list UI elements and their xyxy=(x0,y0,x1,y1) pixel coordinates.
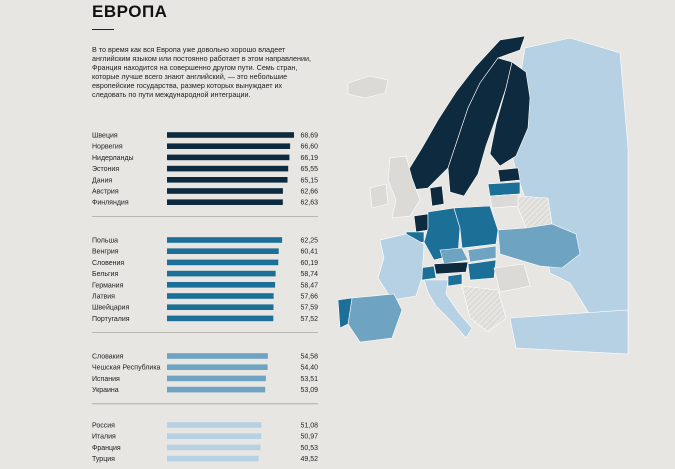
value-label: 68,69 xyxy=(300,133,318,140)
value-label: 65,55 xyxy=(300,166,318,173)
bar xyxy=(167,154,290,161)
category-label: Швейцария xyxy=(92,304,130,312)
category-label: Португалия xyxy=(92,316,130,323)
map-slovakia xyxy=(467,245,497,263)
map-latvia xyxy=(487,181,521,197)
map-romania xyxy=(493,263,531,293)
map-balkans xyxy=(461,285,507,333)
bar xyxy=(167,364,268,370)
map-spain xyxy=(347,293,403,343)
category-label: Франция xyxy=(92,445,121,452)
value-label: 66,19 xyxy=(300,155,318,162)
bar xyxy=(167,199,283,205)
category-label: Нидерланды xyxy=(92,155,134,162)
bar xyxy=(167,282,276,288)
map-uk xyxy=(387,155,421,219)
europe-map xyxy=(337,35,629,355)
page-title: ЕВРОПА xyxy=(92,2,168,21)
bar xyxy=(167,237,283,243)
map-denmark xyxy=(429,185,445,207)
value-label: 57,59 xyxy=(300,305,318,312)
map-italy xyxy=(423,279,473,339)
value-label: 58,74 xyxy=(300,271,318,278)
category-label: Украина xyxy=(92,387,119,394)
bar xyxy=(167,455,259,462)
map-netherlands xyxy=(413,213,429,233)
value-label: 49,52 xyxy=(300,456,318,463)
category-label: Бельгия xyxy=(92,271,118,278)
value-label: 51,08 xyxy=(300,423,318,430)
bar xyxy=(167,248,279,254)
category-label: Германия xyxy=(92,282,124,289)
value-label: 54,40 xyxy=(300,365,318,372)
map-turkey xyxy=(509,309,629,355)
value-label: 60,19 xyxy=(300,260,318,267)
value-label: 50,53 xyxy=(300,445,318,452)
value-label: 62,63 xyxy=(300,200,318,207)
bar xyxy=(167,177,288,183)
map-estonia xyxy=(497,167,521,183)
map-ukraine xyxy=(497,223,581,269)
category-label: Дания xyxy=(92,177,112,184)
map-portugal xyxy=(337,297,353,329)
category-label: Латвия xyxy=(92,294,115,301)
title-underline xyxy=(92,29,114,30)
bar xyxy=(167,188,283,194)
category-label: Италия xyxy=(92,434,116,441)
category-label: Швеция xyxy=(92,133,118,140)
map-norway xyxy=(405,35,526,191)
bar-chart: Швеция 68,69 Норвегия 66,60 Нидерланды 66,19 Э… xyxy=(92,132,318,463)
category-label: Россия xyxy=(92,423,115,430)
bar xyxy=(167,433,262,439)
map-austria xyxy=(433,261,469,275)
value-label: 53,09 xyxy=(300,387,318,394)
value-label: 58,47 xyxy=(300,282,318,289)
bar xyxy=(167,259,279,266)
bar xyxy=(167,386,266,393)
map-ireland xyxy=(369,183,389,209)
category-label: Испания xyxy=(92,376,120,383)
map-slovenia xyxy=(447,273,463,287)
bar xyxy=(167,375,266,382)
category-label: Норвегия xyxy=(92,144,123,151)
map-finland xyxy=(489,61,531,167)
bar xyxy=(167,132,294,138)
category-label: Польша xyxy=(92,238,118,245)
value-label: 50,97 xyxy=(300,434,318,441)
value-label: 60,41 xyxy=(300,249,318,256)
category-label: Финляндия xyxy=(92,200,129,207)
value-label: 54,58 xyxy=(300,354,318,361)
bar xyxy=(167,293,274,299)
map-hungary xyxy=(467,259,497,281)
bar xyxy=(167,143,291,149)
category-label: Турция xyxy=(92,456,115,463)
value-label: 57,66 xyxy=(300,294,318,301)
map-lithuania xyxy=(489,193,521,209)
category-label: Австрия xyxy=(92,189,119,196)
value-label: 66,60 xyxy=(300,144,318,151)
bar xyxy=(167,315,274,322)
map-belarus xyxy=(517,195,553,229)
value-label: 65,15 xyxy=(300,177,318,184)
map-czechia xyxy=(439,247,469,265)
value-label: 62,66 xyxy=(300,189,318,196)
map-iceland xyxy=(347,75,389,99)
bar xyxy=(167,444,261,451)
category-label: Чешская Республика xyxy=(92,364,161,372)
value-label: 57,52 xyxy=(300,316,318,323)
map-poland xyxy=(453,205,499,249)
category-label: Словакия xyxy=(92,354,124,361)
bar xyxy=(167,270,276,277)
map-france xyxy=(377,233,425,301)
category-label: Венгрия xyxy=(92,249,119,256)
category-label: Эстония xyxy=(92,166,119,173)
bar xyxy=(167,422,262,428)
category-label: Словения xyxy=(92,260,124,267)
value-label: 62,25 xyxy=(300,238,318,245)
intro-text: В то время как вся Европа уже довольно х… xyxy=(92,45,311,100)
bar xyxy=(167,304,274,310)
bar xyxy=(167,353,268,359)
value-label: 53,51 xyxy=(300,376,318,383)
bar xyxy=(167,165,289,172)
